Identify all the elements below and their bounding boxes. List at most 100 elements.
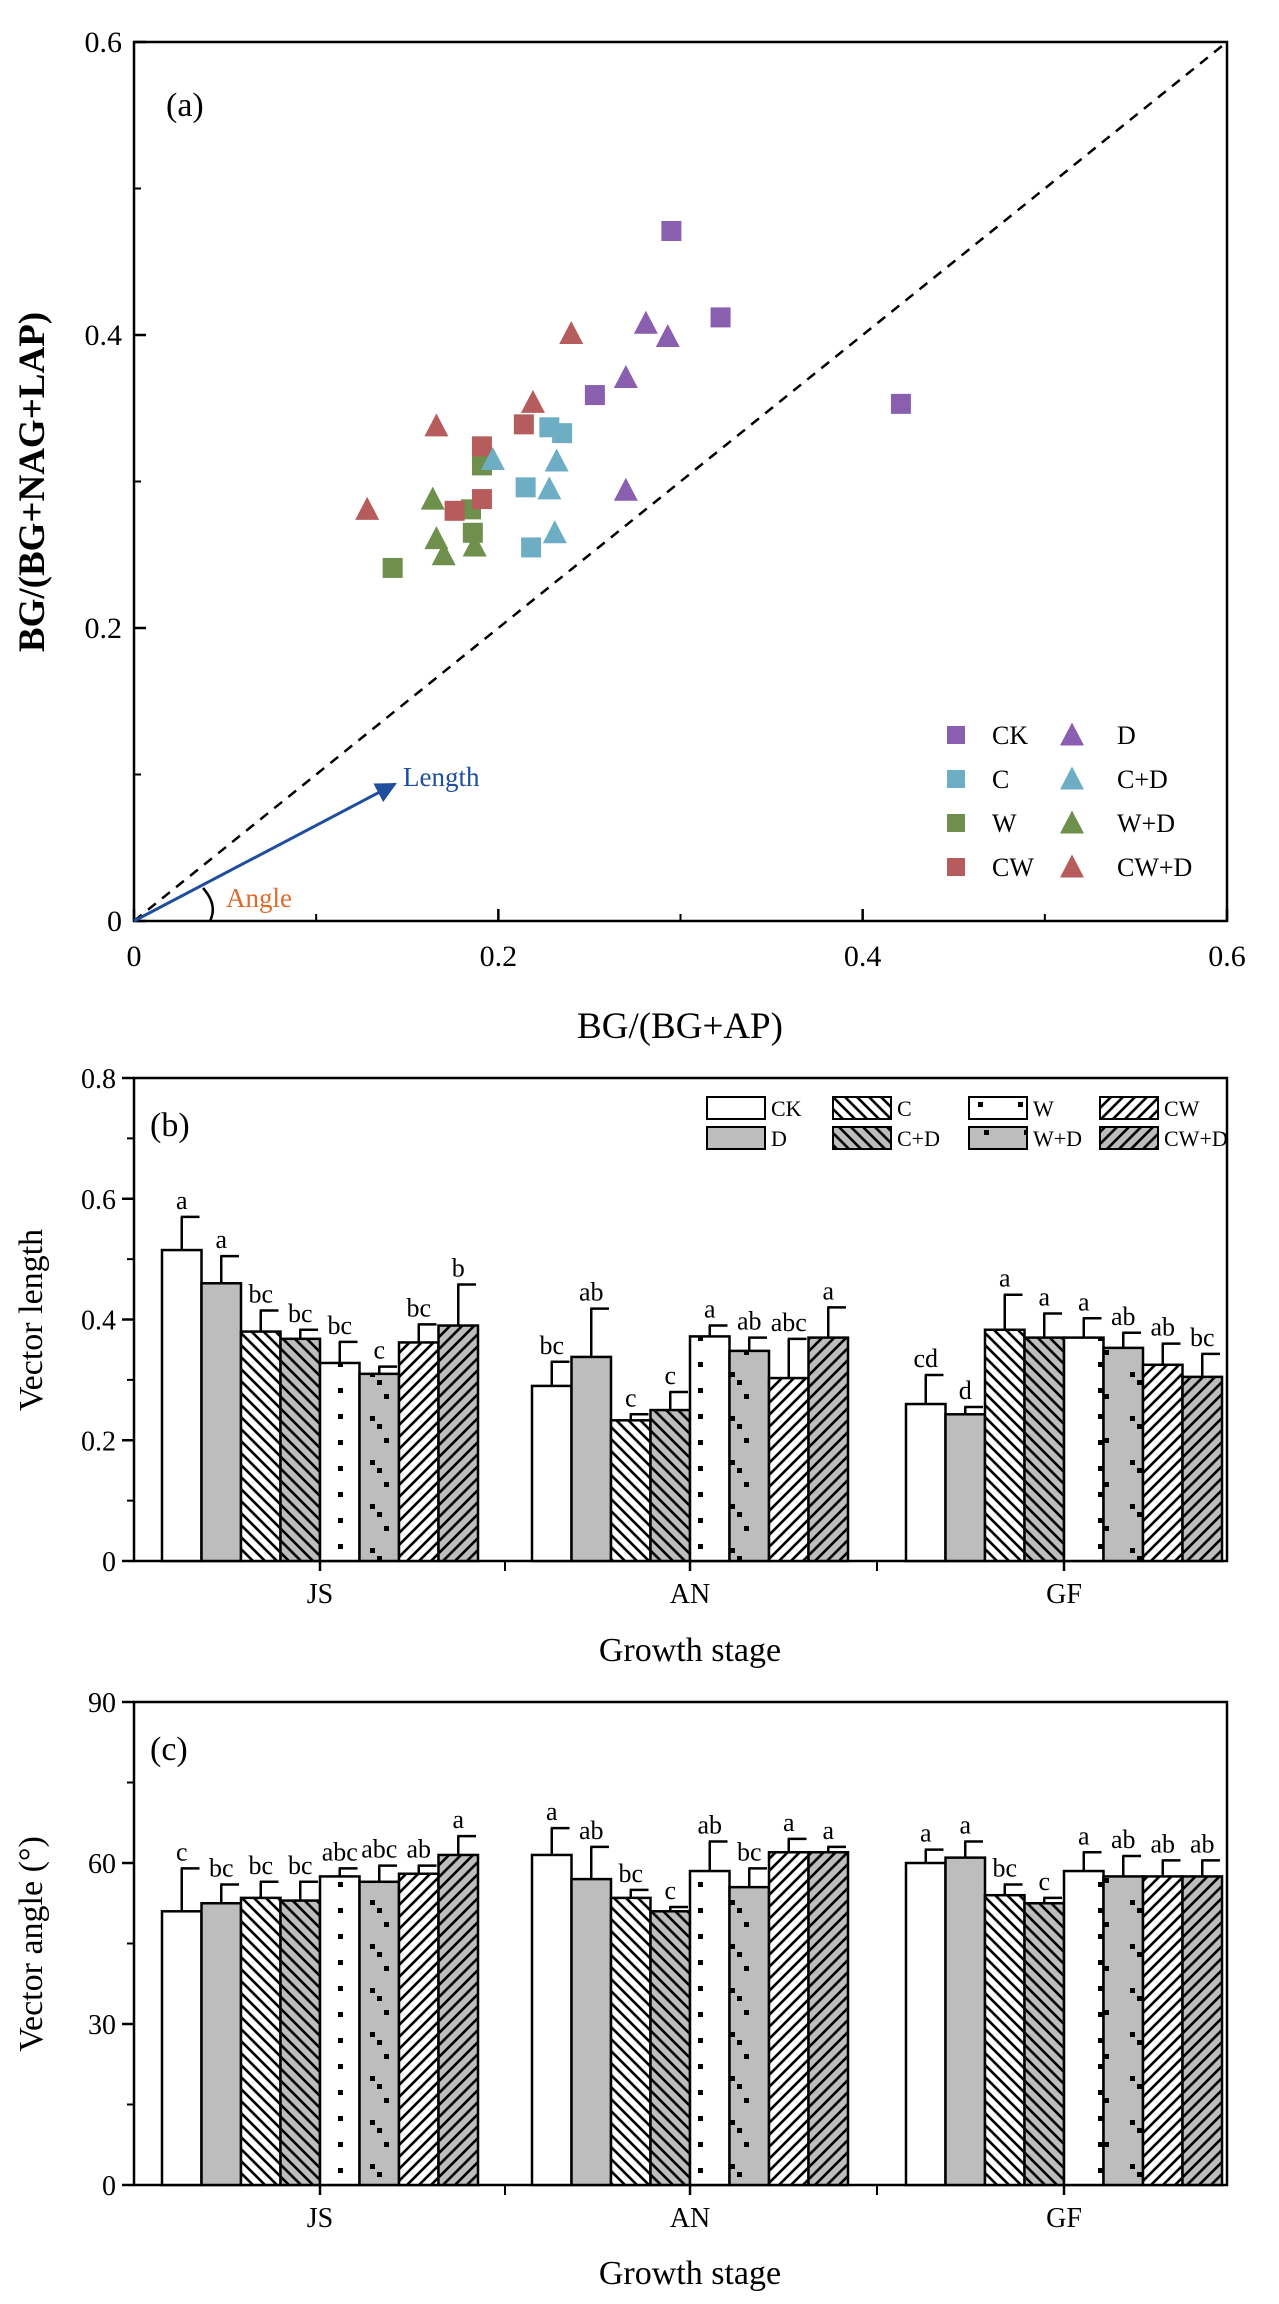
point-cw-plus-d: [520, 389, 545, 413]
panel-c-ticks: 0 30 60 90 JS AN GF: [88, 1688, 1082, 2234]
legend-label-c: C: [992, 765, 1009, 794]
significance-letter-w-plus-d-an: ab: [737, 1307, 762, 1336]
length-label: Length: [403, 762, 480, 792]
bar-pattern-w-gf: [1064, 1337, 1104, 1561]
legend-marker-cw-plus-d: [1060, 854, 1084, 878]
bar-ck-js: [162, 1250, 202, 1561]
bar-d-js: [201, 1903, 241, 2185]
point-c-plus-d: [480, 447, 505, 471]
significance-letter-cw-plus-d-an: a: [822, 1276, 834, 1305]
x-tick-label: 0.4: [844, 940, 882, 973]
y-tick-label: 0.6: [81, 1185, 116, 1216]
panel-b-x-axis-label: Growth stage: [599, 1632, 781, 1669]
bar-pattern-cw-plus-d-gf: [1182, 1876, 1222, 2185]
significance-letter-cw-an: abc: [771, 1308, 807, 1337]
bar-pattern-cw-plus-d-an: [808, 1852, 848, 2185]
significance-letter-d-an: ab: [579, 1278, 604, 1307]
legend-marker-d: [1060, 722, 1084, 746]
bar-pattern-c-plus-d-an: [650, 1911, 690, 2185]
x-tick-label: 0.6: [1208, 940, 1246, 973]
bar-pattern-w-plus-d-gf: [1103, 1876, 1143, 2185]
bar-pattern-c-an: [611, 1420, 651, 1561]
point-cw: [471, 436, 492, 457]
y-tick-label: 60: [88, 1849, 116, 1880]
legend-swatch-pattern-cw-plus-d: [1100, 1127, 1158, 1149]
y-tick-label: 0: [102, 2171, 116, 2202]
point-w-plus-d: [431, 542, 456, 566]
legend-label-cw-plus-d: CW+D: [1164, 1126, 1228, 1151]
significance-letter-ck-js: a: [176, 1186, 188, 1215]
x-tick-label: 0.2: [480, 940, 518, 973]
bar-pattern-cw-an: [769, 1852, 809, 2185]
significance-letter-cw-plus-d-an: a: [822, 1816, 834, 1845]
legend-label-w: W: [992, 809, 1017, 838]
point-d: [655, 323, 680, 347]
legend-label-ck: CK: [771, 1096, 802, 1121]
legend-label-w: W: [1033, 1096, 1054, 1121]
bar-pattern-c-gf: [985, 1895, 1025, 2185]
bar-pattern-cw-gf: [1143, 1876, 1183, 2185]
panel-b-ticks: 0 0.2 0.4 0.6 0.8 JS AN GF: [81, 1064, 1082, 1610]
bar-pattern-c-plus-d-gf: [1024, 1337, 1064, 1561]
significance-letter-cw-plus-d-js: b: [452, 1253, 465, 1282]
point-d: [613, 364, 638, 388]
bar-ck-an: [532, 1385, 572, 1561]
legend-label-d: D: [1117, 721, 1136, 750]
panel-c-y-axis-label: Vector angle (°): [13, 1836, 50, 2052]
significance-letter-w-plus-d-js: abc: [361, 1835, 397, 1864]
point-c-plus-d: [537, 476, 562, 500]
point-ck: [890, 393, 911, 414]
legend-label-ck: CK: [992, 721, 1028, 750]
significance-letter-cw-plus-d-gf: ab: [1190, 1829, 1215, 1858]
legend-swatch-pattern-c-plus-d: [833, 1127, 891, 1149]
bar-pattern-w-gf: [1064, 1871, 1104, 2185]
y-tick-label: 0.2: [85, 612, 123, 645]
bar-ck-js: [162, 1911, 202, 2185]
significance-letter-w-an: a: [704, 1295, 716, 1324]
point-ck: [710, 307, 731, 328]
legend-swatch-outline-cw: [1099, 1096, 1159, 1120]
legend-label-d: D: [771, 1126, 787, 1151]
category-label-gf: GF: [1046, 2203, 1082, 2234]
legend-swatch-d: [707, 1127, 765, 1149]
significance-letter-c-gf: bc: [992, 1853, 1017, 1882]
significance-letter-cw-gf: ab: [1150, 1829, 1175, 1858]
panel-a-points: [355, 220, 911, 578]
significance-letter-c-plus-d-gf: a: [1038, 1282, 1050, 1311]
significance-letter-w-js: bc: [327, 1311, 352, 1340]
point-cw: [444, 500, 465, 521]
bar-ck-an: [532, 1854, 572, 2185]
y-tick-label: 0: [102, 1547, 116, 1578]
significance-letter-ck-an: bc: [539, 1331, 564, 1360]
legend-swatch-pattern-cw: [1100, 1097, 1158, 1119]
legend-swatch-outline-c-plus-d: [832, 1126, 892, 1150]
significance-letter-ck-js: c: [176, 1837, 188, 1866]
significance-letter-ck-gf: cd: [913, 1344, 938, 1373]
legend-label-cw-plus-d: CW+D: [1117, 853, 1192, 882]
bar-pattern-w-js: [320, 1876, 360, 2185]
significance-letter-c-an: bc: [618, 1859, 643, 1888]
significance-letter-cw-js: ab: [406, 1835, 431, 1864]
significance-letter-c-plus-d-an: c: [664, 1361, 676, 1390]
significance-letter-d-gf: d: [959, 1376, 972, 1405]
significance-letter-c-plus-d-an: c: [664, 1876, 676, 1905]
legend-swatch-outline-cw-plus-d: [1099, 1126, 1159, 1150]
category-label-js: JS: [307, 2203, 333, 2234]
significance-letter-w-gf: a: [1078, 1821, 1090, 1850]
significance-letter-c-js: bc: [248, 1279, 273, 1308]
bar-pattern-cw-js: [399, 1873, 439, 2185]
legend-label-c-plus-d: C+D: [1117, 765, 1168, 794]
point-c: [552, 423, 573, 444]
significance-letter-d-gf: a: [959, 1811, 971, 1840]
significance-letter-cw-plus-d-gf: bc: [1190, 1323, 1215, 1352]
panel-b-label: (b): [150, 1107, 190, 1144]
legend-swatch-outline-ck: [706, 1096, 766, 1120]
significance-letter-d-an: ab: [579, 1816, 604, 1845]
point-c-plus-d: [544, 448, 569, 472]
significance-letter-d-js: bc: [209, 1853, 234, 1882]
significance-letter-cw-gf: ab: [1150, 1313, 1175, 1342]
point-cw: [513, 414, 534, 435]
significance-letter-ck-gf: a: [920, 1819, 932, 1848]
